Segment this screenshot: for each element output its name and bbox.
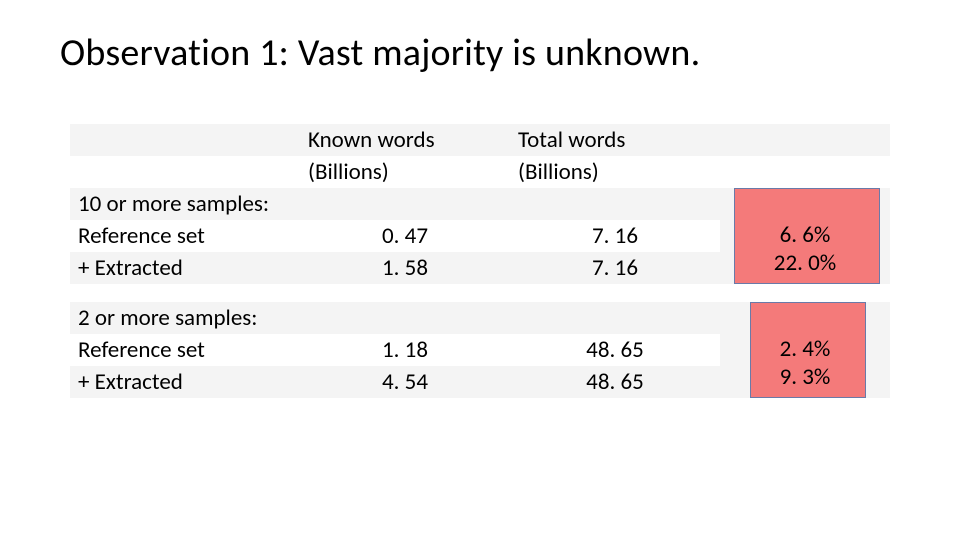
pct-value: 6. 6% — [728, 221, 882, 249]
subheader-known: (Billions) — [300, 156, 510, 188]
pct-value: 2. 4% — [728, 335, 882, 363]
pct-value: 22. 0% — [728, 249, 882, 277]
pct-highlight-cell: 6. 6% 22. 0% — [720, 188, 890, 284]
subheader-pct-blank — [720, 156, 890, 188]
data-table: Known words Total words (Billions) (Bill… — [70, 124, 890, 398]
cell-total: 7. 16 — [510, 252, 720, 284]
row-label: + Extracted — [70, 252, 300, 284]
cell-known: 4. 54 — [300, 366, 510, 398]
group-heading-row: 10 or more samples: 6. 6% 22. 0% — [70, 188, 890, 220]
cell-known: 0. 47 — [300, 220, 510, 252]
row-label: Reference set — [70, 220, 300, 252]
header-total: Total words — [510, 124, 720, 156]
header-blank — [70, 124, 300, 156]
group-heading: 2 or more samples: — [70, 302, 300, 334]
slide-title: Observation 1: Vast majority is unknown. — [60, 30, 900, 76]
group-heading: 10 or more samples: — [70, 188, 300, 220]
row-label: + Extracted — [70, 366, 300, 398]
cell-total: 7. 16 — [510, 220, 720, 252]
spacer-row — [70, 284, 890, 302]
cell-known: 1. 18 — [300, 334, 510, 366]
pct-highlight-cell: 2. 4% 9. 3% — [720, 302, 890, 398]
header-pct-blank — [720, 124, 890, 156]
cell-total: 48. 65 — [510, 366, 720, 398]
header-known: Known words — [300, 124, 510, 156]
cell-total: 48. 65 — [510, 334, 720, 366]
pct-value: 9. 3% — [728, 363, 882, 391]
group-heading-row: 2 or more samples: 2. 4% 9. 3% — [70, 302, 890, 334]
table-header-row: Known words Total words — [70, 124, 890, 156]
table-subheader-row: (Billions) (Billions) — [70, 156, 890, 188]
slide: Observation 1: Vast majority is unknown.… — [0, 0, 960, 540]
row-label: Reference set — [70, 334, 300, 366]
subheader-blank — [70, 156, 300, 188]
subheader-total: (Billions) — [510, 156, 720, 188]
cell-known: 1. 58 — [300, 252, 510, 284]
